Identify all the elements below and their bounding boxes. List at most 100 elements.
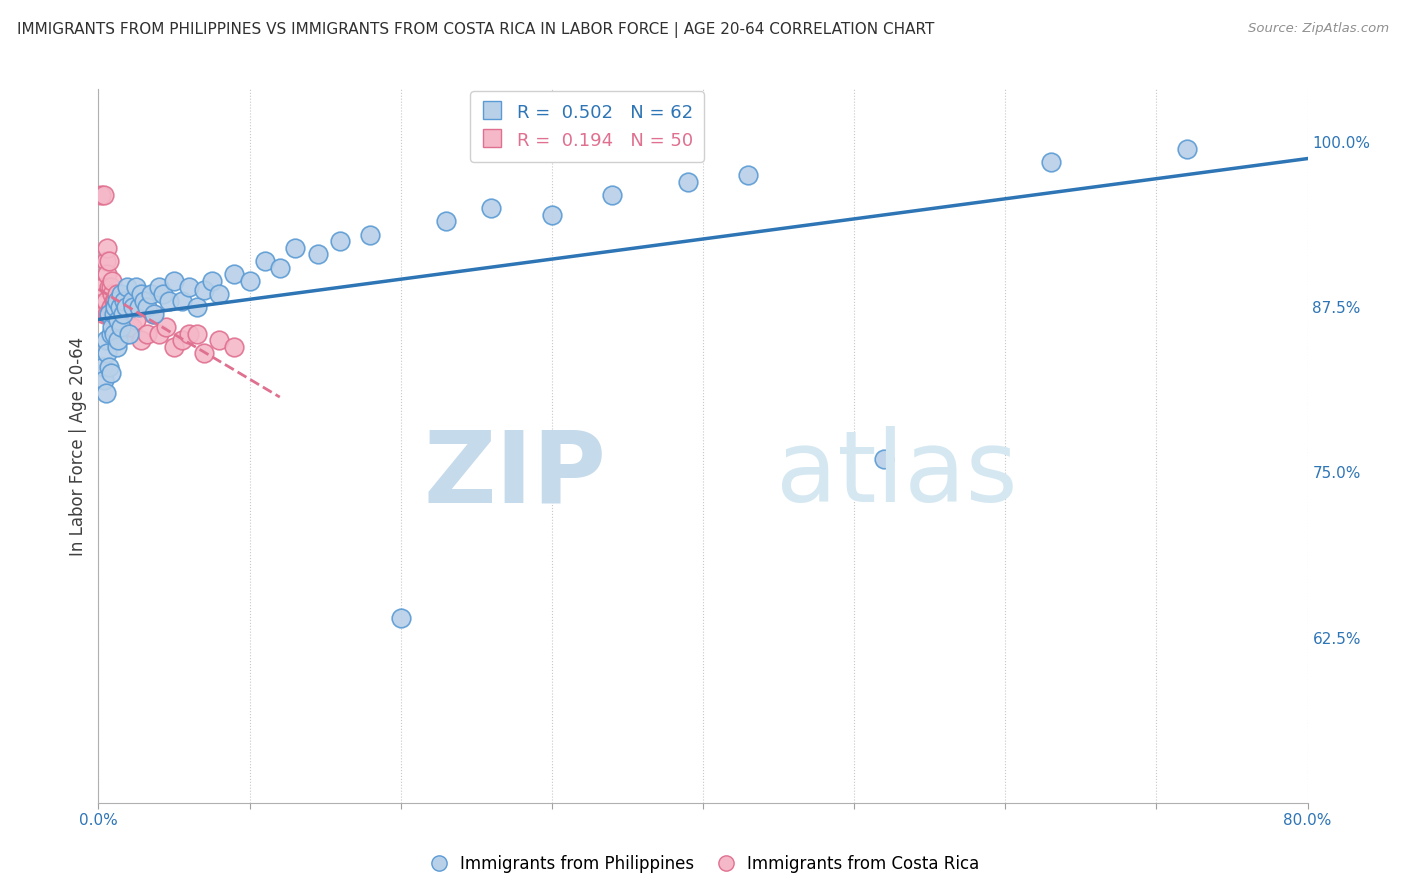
Point: [224, 267, 246, 281]
Point: [111, 307, 134, 321]
Point: [114, 300, 136, 314]
Point: [208, 287, 231, 301]
Point: [103, 307, 125, 321]
Point: [110, 320, 132, 334]
Point: [239, 274, 262, 288]
Point: [284, 241, 307, 255]
Point: [94, 386, 117, 401]
Legend: R =  0.502   N = 62, R =  0.194   N = 50: R = 0.502 N = 62, R = 0.194 N = 50: [470, 91, 704, 161]
Point: [1175, 142, 1198, 156]
Point: [125, 313, 148, 327]
Point: [170, 293, 193, 308]
Text: ZIP: ZIP: [423, 426, 606, 523]
Point: [107, 326, 129, 341]
Point: [104, 293, 127, 308]
Point: [112, 313, 135, 327]
Point: [98, 307, 121, 321]
Point: [98, 359, 121, 374]
Point: [94, 333, 117, 347]
Point: [125, 280, 148, 294]
Point: [179, 326, 201, 341]
Point: [142, 307, 165, 321]
Point: [676, 175, 699, 189]
Point: [104, 300, 127, 314]
Point: [105, 320, 128, 334]
Point: [163, 274, 186, 288]
Point: [389, 611, 412, 625]
Point: [193, 283, 215, 297]
Point: [96, 346, 118, 360]
Point: [107, 333, 129, 347]
Point: [94, 254, 117, 268]
Point: [873, 452, 896, 467]
Point: [269, 260, 291, 275]
Point: [143, 307, 166, 321]
Point: [208, 333, 231, 347]
Point: [737, 168, 759, 182]
Point: [110, 307, 132, 321]
Point: [91, 280, 114, 294]
Point: [115, 280, 138, 294]
Point: [135, 300, 157, 314]
Point: [129, 333, 152, 347]
Point: [540, 208, 562, 222]
Point: [105, 307, 128, 321]
Point: [224, 340, 246, 354]
Point: [101, 287, 124, 301]
Point: [93, 373, 115, 387]
Point: [114, 326, 136, 341]
Point: [329, 234, 352, 248]
Point: [101, 307, 124, 321]
Text: Source: ZipAtlas.com: Source: ZipAtlas.com: [1249, 22, 1389, 36]
Point: [193, 346, 215, 360]
Point: [135, 326, 157, 341]
Point: [155, 320, 177, 334]
Y-axis label: In Labor Force | Age 20-64: In Labor Force | Age 20-64: [69, 336, 87, 556]
Point: [100, 367, 122, 381]
Point: [100, 326, 122, 341]
Point: [96, 267, 118, 281]
Point: [105, 287, 128, 301]
Point: [110, 320, 132, 334]
Text: IMMIGRANTS FROM PHILIPPINES VS IMMIGRANTS FROM COSTA RICA IN LABOR FORCE | AGE 2: IMMIGRANTS FROM PHILIPPINES VS IMMIGRANT…: [17, 22, 934, 38]
Point: [170, 333, 193, 347]
Legend: Immigrants from Philippines, Immigrants from Costa Rica: Immigrants from Philippines, Immigrants …: [420, 848, 986, 880]
Point: [148, 280, 170, 294]
Point: [141, 287, 163, 301]
Point: [98, 254, 121, 268]
Point: [128, 300, 150, 314]
Point: [122, 300, 145, 314]
Point: [93, 307, 115, 321]
Point: [93, 188, 115, 202]
Point: [163, 340, 186, 354]
Point: [98, 307, 121, 321]
Point: [118, 326, 141, 341]
Point: [91, 359, 114, 374]
Text: atlas: atlas: [776, 426, 1017, 523]
Point: [103, 300, 125, 314]
Point: [152, 287, 174, 301]
Point: [96, 307, 118, 321]
Point: [108, 300, 131, 314]
Point: [105, 340, 128, 354]
Point: [96, 241, 118, 255]
Point: [307, 247, 329, 261]
Point: [107, 313, 129, 327]
Point: [103, 293, 125, 308]
Point: [186, 326, 208, 341]
Point: [103, 326, 125, 341]
Point: [118, 320, 141, 334]
Point: [121, 293, 143, 308]
Point: [104, 300, 127, 314]
Point: [186, 300, 208, 314]
Point: [110, 287, 132, 301]
Point: [115, 300, 138, 314]
Point: [360, 227, 382, 242]
Point: [129, 287, 152, 301]
Point: [111, 307, 134, 321]
Point: [1039, 154, 1062, 169]
Point: [121, 320, 143, 334]
Point: [101, 274, 124, 288]
Point: [159, 293, 181, 308]
Point: [112, 293, 135, 308]
